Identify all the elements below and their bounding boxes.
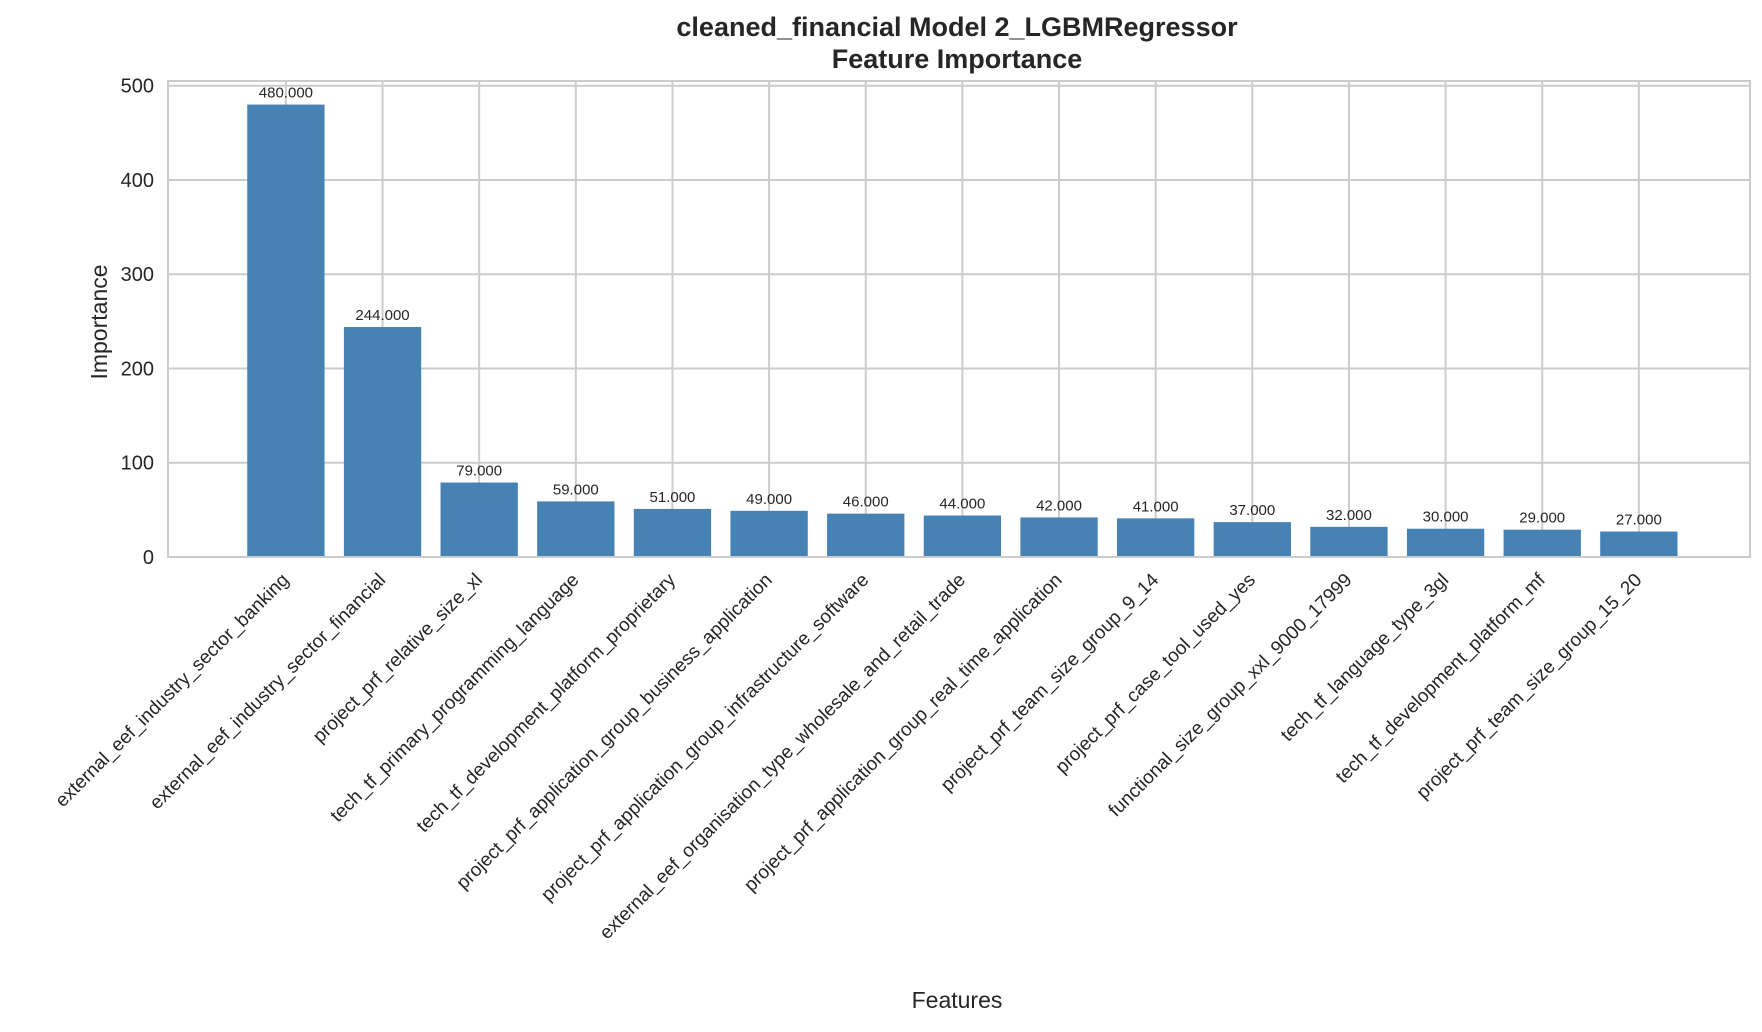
bar-value-label: 27.000 — [1616, 512, 1662, 529]
bar-external_eef_organisation_type_wholesale_and_retail_trade — [923, 515, 1002, 557]
x-tick-label: project_prf_relative_size_xl — [309, 570, 487, 748]
x-tick-label: project_prf_application_group_business_a… — [453, 570, 777, 894]
x-tick-labels: external_eef_industry_sector_bankingexte… — [52, 569, 1647, 944]
bar-value-label: 49.000 — [746, 491, 792, 508]
bar-value-label: 51.000 — [650, 489, 696, 506]
bar-project_prf_application_group_business_application — [730, 510, 808, 557]
bar-value-label: 44.000 — [939, 496, 985, 513]
bar-tech_tf_development_platform_proprietary — [633, 508, 712, 557]
bar-value-label: 480.000 — [259, 85, 313, 102]
y-axis-label: Importance — [86, 264, 112, 379]
y-tick-label: 100 — [121, 453, 154, 475]
grid-layer — [168, 81, 1750, 558]
x-axis-label: Features — [912, 987, 1003, 1013]
bar-value-label: 46.000 — [843, 494, 889, 511]
bar-value-label: 79.000 — [456, 463, 502, 480]
y-tick-label: 0 — [143, 547, 154, 569]
bar-tech_tf_primary_programming_language — [537, 501, 615, 557]
x-tick-label: project_prf_team_size_group_9_14 — [937, 569, 1164, 796]
bar-project_prf_case_tool_used_yes — [1213, 522, 1291, 557]
x-tick-label: project_prf_application_group_infrastruc… — [537, 570, 873, 906]
bar-value-label: 244.000 — [355, 307, 409, 324]
value-labels-layer: 480.000 244.000 79.000 59.000 51.000 49.000 46… — [259, 85, 1662, 529]
chart-title: cleaned_financial Model 2_LGBMRegressor — [676, 12, 1238, 42]
bar-value-label: 42.000 — [1036, 497, 1082, 514]
bar-project_prf_application_group_real_time_application — [1020, 517, 1098, 557]
bar-value-label: 32.000 — [1326, 507, 1372, 524]
bar-value-label: 41.000 — [1133, 498, 1179, 515]
y-tick-label: 400 — [121, 170, 154, 192]
bar-project_prf_team_size_group_15_20 — [1600, 531, 1678, 557]
x-tick-label: tech_tf_language_type_3gl — [1277, 570, 1453, 746]
bar-tech_tf_language_type_3gl — [1406, 528, 1485, 557]
chart-subtitle: Feature Importance — [832, 44, 1083, 74]
x-tick-label: project_prf_application_group_real_time_… — [740, 570, 1066, 896]
x-tick-label: project_prf_case_tool_used_yes — [1052, 570, 1260, 778]
x-tick-label: tech_tf_development_platform_mf — [1332, 569, 1550, 787]
bar-external_eef_industry_sector_financial — [343, 327, 422, 557]
y-tick-label: 200 — [121, 358, 154, 380]
bar-external_eef_industry_sector_banking — [247, 104, 325, 557]
y-tick-label: 300 — [121, 264, 154, 286]
plot-frame — [167, 80, 1751, 558]
bar-value-label: 29.000 — [1519, 510, 1565, 527]
bar-functional_size_group_xxl_9000_17999 — [1310, 526, 1388, 557]
bar-tech_tf_development_platform_mf — [1503, 529, 1581, 557]
bar-project_prf_team_size_group_9_14 — [1117, 518, 1195, 557]
bar-value-label: 30.000 — [1423, 509, 1469, 526]
y-tick-labels: 0 100 200 300 400 500 — [121, 76, 154, 569]
x-tick-label: external_eef_organisation_type_wholesale… — [596, 570, 970, 944]
y-tick-label: 500 — [121, 76, 154, 98]
bar-project_prf_application_group_infrastructure_software — [827, 513, 905, 557]
bar-value-label: 37.000 — [1229, 502, 1275, 519]
bars-layer — [247, 104, 1678, 557]
bar-value-label: 59.000 — [553, 481, 599, 498]
bar-project_prf_relative_size_xl — [440, 482, 518, 557]
